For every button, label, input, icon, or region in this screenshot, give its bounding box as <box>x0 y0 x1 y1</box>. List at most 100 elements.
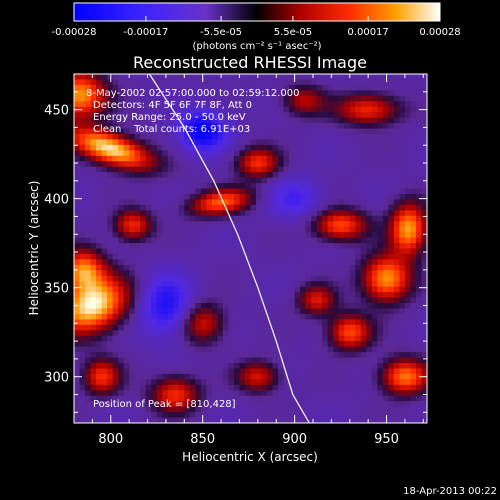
image-pixel <box>410 248 417 255</box>
image-pixel <box>305 335 312 342</box>
image-pixel <box>333 417 340 423</box>
image-pixel <box>112 161 119 168</box>
image-pixel <box>222 188 230 195</box>
image-pixel <box>96 401 103 408</box>
image-pixel <box>101 133 108 141</box>
image-pixel <box>355 330 362 337</box>
image-pixel <box>112 401 119 408</box>
image-pixel <box>327 226 334 233</box>
image-pixel <box>371 193 378 201</box>
image-pixel <box>228 232 235 239</box>
image-pixel <box>261 172 268 179</box>
image-pixel <box>305 248 312 255</box>
image-pixel <box>349 341 356 348</box>
image-pixel <box>244 335 252 342</box>
image-pixel <box>415 161 423 168</box>
image-pixel <box>338 150 345 157</box>
image-pixel <box>344 183 351 190</box>
image-pixel <box>404 281 412 288</box>
image-pixel <box>399 166 406 173</box>
image-pixel <box>399 259 406 266</box>
image-pixel <box>206 155 213 162</box>
image-pixel <box>322 172 329 179</box>
image-pixel <box>134 363 141 370</box>
image-pixel <box>189 281 196 288</box>
image-pixel <box>189 406 196 413</box>
image-pixel <box>283 144 290 151</box>
image-pixel <box>338 74 345 81</box>
image-pixel <box>338 237 345 244</box>
image-pixel <box>311 248 318 255</box>
image-pixel <box>156 177 163 184</box>
image-pixel <box>333 215 340 222</box>
image-pixel <box>145 368 152 375</box>
image-pixel <box>233 363 241 370</box>
image-pixel <box>239 237 246 244</box>
image-pixel <box>173 106 180 113</box>
image-pixel <box>85 341 92 348</box>
image-pixel <box>333 199 340 206</box>
image-pixel <box>261 352 268 359</box>
image-pixel <box>244 286 252 293</box>
image-pixel <box>267 210 274 217</box>
image-pixel <box>360 406 367 413</box>
image-pixel <box>178 210 185 217</box>
image-pixel <box>173 204 180 211</box>
image-pixel <box>145 226 152 233</box>
image-pixel <box>327 232 334 239</box>
image-pixel <box>327 133 334 141</box>
image-pixel <box>123 286 130 293</box>
image-pixel <box>294 226 301 233</box>
image-pixel <box>173 188 180 195</box>
image-pixel <box>200 204 207 211</box>
image-pixel <box>222 215 230 222</box>
image-pixel <box>222 248 230 255</box>
image-pixel <box>333 324 340 331</box>
image-pixel <box>118 303 125 310</box>
image-pixel <box>200 384 207 391</box>
image-pixel <box>360 297 367 304</box>
image-pixel <box>162 352 169 359</box>
image-pixel <box>189 155 196 162</box>
image-pixel <box>316 335 323 342</box>
colorbar-tick-label: 0.00028 <box>419 27 460 38</box>
image-pixel <box>344 319 351 326</box>
image-pixel <box>388 243 395 250</box>
image-pixel <box>404 112 412 119</box>
image-pixel <box>90 232 97 239</box>
image-pixel <box>261 259 268 266</box>
image-pixel <box>173 128 180 135</box>
image-pixel <box>173 303 180 310</box>
image-pixel <box>316 128 323 135</box>
image-pixel <box>184 352 191 359</box>
image-pixel <box>123 101 130 108</box>
image-pixel <box>410 112 417 119</box>
image-pixel <box>256 253 263 260</box>
image-pixel <box>134 155 141 162</box>
image-pixel <box>151 177 158 184</box>
image-pixel <box>261 112 268 119</box>
image-pixel <box>228 74 235 81</box>
image-pixel <box>145 117 152 124</box>
image-pixel <box>272 373 279 380</box>
image-pixel <box>322 161 329 168</box>
image-pixel <box>355 292 362 299</box>
image-pixel <box>311 199 318 206</box>
image-pixel <box>250 210 257 217</box>
image-pixel <box>178 286 185 293</box>
image-pixel <box>261 363 268 370</box>
image-pixel <box>344 210 351 217</box>
image-pixel <box>410 303 417 310</box>
image-pixel <box>233 335 241 342</box>
image-pixel <box>178 259 185 266</box>
image-pixel <box>173 243 180 250</box>
image-pixel <box>184 101 191 108</box>
image-pixel <box>289 161 296 168</box>
image-pixel <box>74 161 81 168</box>
image-pixel <box>123 319 130 326</box>
image-pixel <box>228 199 235 206</box>
image-pixel <box>289 210 296 217</box>
image-pixel <box>244 101 252 108</box>
image-pixel <box>311 101 318 108</box>
image-pixel <box>184 417 191 423</box>
